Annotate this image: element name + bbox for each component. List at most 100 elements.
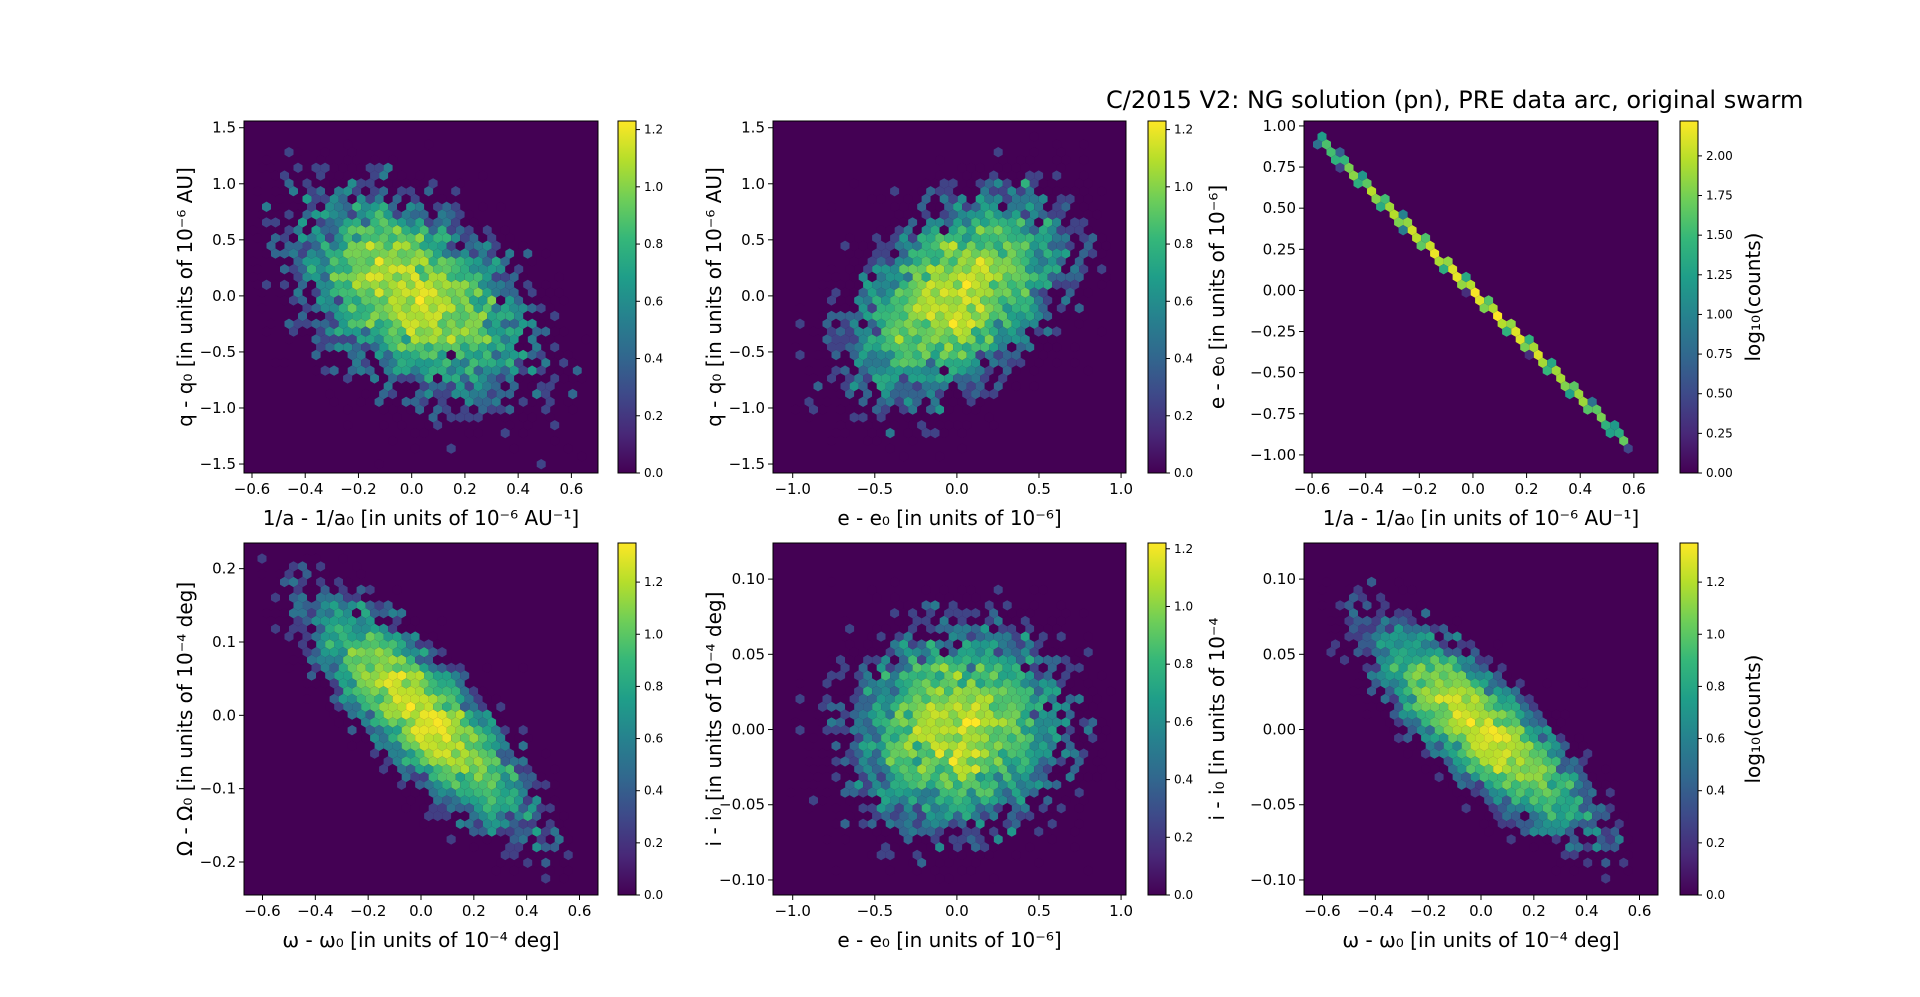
hexbin-cell — [1340, 639, 1349, 650]
hexbin-cell — [455, 225, 465, 236]
hexbin-cell — [545, 396, 555, 407]
hexbin-cell — [1398, 615, 1408, 627]
hexbin-cell — [885, 225, 895, 236]
hexbin-cell — [867, 256, 877, 267]
hexbin-cell — [840, 787, 850, 798]
hexbin-cell — [1025, 342, 1035, 353]
hexbin-cell — [795, 349, 805, 361]
hexbin-cell — [541, 779, 551, 790]
hexbin-cell — [908, 779, 918, 790]
hexbin-cell — [1583, 842, 1593, 853]
hexbin-cell — [984, 787, 994, 798]
hexbin-cell — [849, 756, 859, 767]
hexbin-cell — [397, 264, 407, 275]
hexbin-cell — [1380, 662, 1390, 673]
hexbin-cell — [401, 615, 411, 627]
hexbin-cell — [518, 756, 528, 767]
hexbin-cell — [890, 357, 900, 368]
hexbin-cell — [917, 748, 927, 759]
hexbin-cell — [1083, 178, 1093, 189]
hexbin-cell — [374, 193, 384, 205]
hexbin-cell — [912, 365, 922, 376]
hexbin-cell — [953, 810, 963, 822]
hexbin-cell — [1587, 396, 1597, 407]
hexbin-cell — [971, 717, 981, 728]
hexbin-cell — [307, 654, 317, 666]
hexbin-cell — [1061, 732, 1071, 744]
hexbin-cell — [935, 748, 945, 759]
hexbin-cell — [1025, 608, 1035, 619]
hexbin-cell — [446, 412, 456, 423]
hexbin-cell — [293, 240, 303, 251]
hexbin-cell — [1488, 771, 1498, 783]
hexbin-cell — [284, 334, 294, 345]
hexbin-cell — [496, 748, 506, 759]
hexbin-cell — [284, 318, 294, 329]
hexbin-cell — [984, 647, 994, 658]
hexbin-cell — [1007, 232, 1017, 244]
hexbin-cell — [1502, 686, 1512, 697]
hexbin-cell — [948, 256, 958, 267]
hexbin-cell — [962, 264, 972, 275]
hexbin-cell — [809, 795, 818, 806]
hexbin-cell — [469, 326, 479, 337]
hexbin-cell — [473, 287, 483, 298]
hexbin-cell — [1551, 740, 1561, 751]
hexbin-cell — [563, 365, 573, 376]
hexbin-cell — [496, 795, 506, 806]
hexbin-cell — [1587, 834, 1597, 845]
hexbin-cell — [885, 756, 895, 767]
hexbin-cell — [1592, 404, 1602, 415]
hexbin-cell — [1542, 678, 1552, 689]
hexbin-cell — [437, 615, 447, 627]
hexbin-cell — [347, 709, 357, 720]
hexbin-cell — [975, 396, 985, 407]
hexbin-cell — [397, 186, 407, 197]
hexbin-cell — [496, 388, 506, 400]
hexbin-cell — [1007, 342, 1017, 353]
hexbin-cell — [446, 771, 456, 783]
hexbin-cell — [1097, 748, 1107, 759]
hexbin-cell — [840, 725, 850, 736]
x-tick-label: 0.4 — [506, 480, 530, 498]
hexbin-cell — [370, 748, 380, 759]
hexbin-cell — [1452, 678, 1462, 689]
hexbin-cell — [451, 279, 461, 290]
panel-1: −0.6 −0.4 −0.2 0.0 0.2 0.4 0.6−1.5−1.0−0.50.00… — [173, 119, 663, 530]
hexbin-cell — [993, 834, 1003, 845]
hexbin-cell — [361, 654, 371, 666]
hexbin-cell — [428, 365, 438, 376]
hexbin-cell — [361, 732, 371, 744]
hexbin-cell — [514, 279, 524, 290]
hexbin-cell — [532, 842, 542, 853]
hexbin-cell — [840, 709, 850, 720]
hexbin-cell — [1097, 764, 1107, 775]
hexbin-cell — [1488, 709, 1498, 720]
hexbin-cell — [1083, 631, 1093, 642]
hexbin-cell — [1569, 865, 1579, 876]
hexbin-cell — [957, 693, 967, 705]
hexbin-cell — [460, 295, 470, 306]
hexbin-cell — [1074, 787, 1084, 798]
hexbin-cell — [980, 248, 990, 259]
hexbin-cell — [1002, 662, 1012, 673]
hexbin-cell — [1088, 717, 1098, 728]
hexbin-cell — [1430, 764, 1440, 775]
hexbin-cell — [433, 295, 443, 306]
hexbin-cell — [899, 717, 909, 728]
hexbin-cell — [944, 764, 954, 775]
hexbin-cell — [1506, 693, 1516, 705]
hexbin-cell — [822, 365, 832, 376]
hexbin-cell — [1493, 717, 1503, 728]
hexbin-cell — [379, 373, 389, 384]
x-tick-label: 0.2 — [453, 480, 477, 498]
hexbin-cell — [840, 631, 850, 642]
hexbin-cell — [1376, 670, 1386, 681]
hexbin-cell — [1461, 662, 1471, 673]
hexbin-cell — [1547, 810, 1557, 822]
hexbin-cell — [1385, 717, 1395, 728]
hexbin-cell — [289, 326, 298, 337]
hexbin-cell — [903, 834, 913, 845]
hexbin-cell — [523, 420, 533, 431]
hexbin-cell — [1029, 193, 1039, 205]
